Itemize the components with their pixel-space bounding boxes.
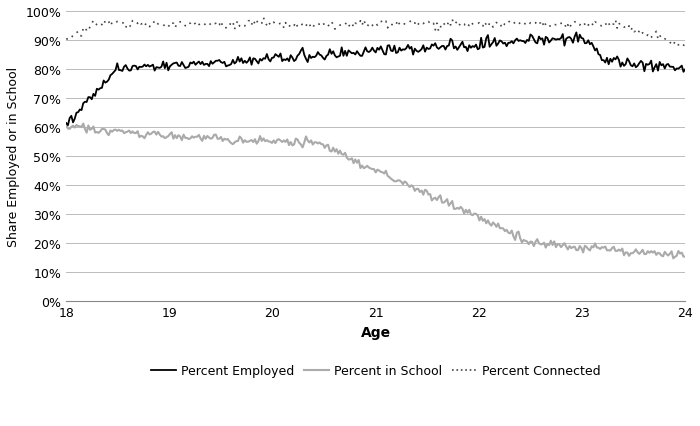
Percent Employed <box>314 50 322 55</box>
Percent in School <box>314 141 322 147</box>
Percent in School <box>234 139 242 144</box>
Line: Percent Employed: Percent Employed <box>66 33 685 126</box>
Percent Employed <box>62 121 71 127</box>
Percent Employed <box>572 31 580 36</box>
Percent in School <box>669 256 678 261</box>
Percent Employed <box>596 53 604 58</box>
Percent in School <box>79 122 88 127</box>
Percent in School <box>594 245 603 250</box>
Percent Employed <box>64 123 72 128</box>
Percent Connected <box>259 16 267 21</box>
Percent Employed <box>310 55 319 60</box>
Percent Employed <box>681 68 690 73</box>
Percent in School <box>681 254 690 259</box>
Percent Connected <box>681 46 690 51</box>
Legend: Percent Employed, Percent in School, Percent Connected: Percent Employed, Percent in School, Per… <box>146 359 606 382</box>
X-axis label: Age: Age <box>360 325 391 339</box>
Percent Employed <box>195 60 203 65</box>
Percent Connected <box>310 23 319 28</box>
Y-axis label: Share Employed or in School: Share Employed or in School <box>7 66 20 246</box>
Percent Employed <box>234 55 242 60</box>
Percent Connected <box>594 22 603 27</box>
Percent in School <box>310 141 319 146</box>
Percent in School <box>62 122 71 127</box>
Percent Connected <box>62 37 71 43</box>
Line: Percent in School: Percent in School <box>66 124 685 259</box>
Percent Connected <box>193 25 202 30</box>
Percent Employed <box>655 60 664 65</box>
Percent Connected <box>232 22 241 27</box>
Percent Connected <box>314 23 322 28</box>
Line: Percent Connected: Percent Connected <box>66 18 685 48</box>
Percent in School <box>654 251 662 256</box>
Percent Connected <box>654 37 662 42</box>
Percent in School <box>195 133 203 138</box>
